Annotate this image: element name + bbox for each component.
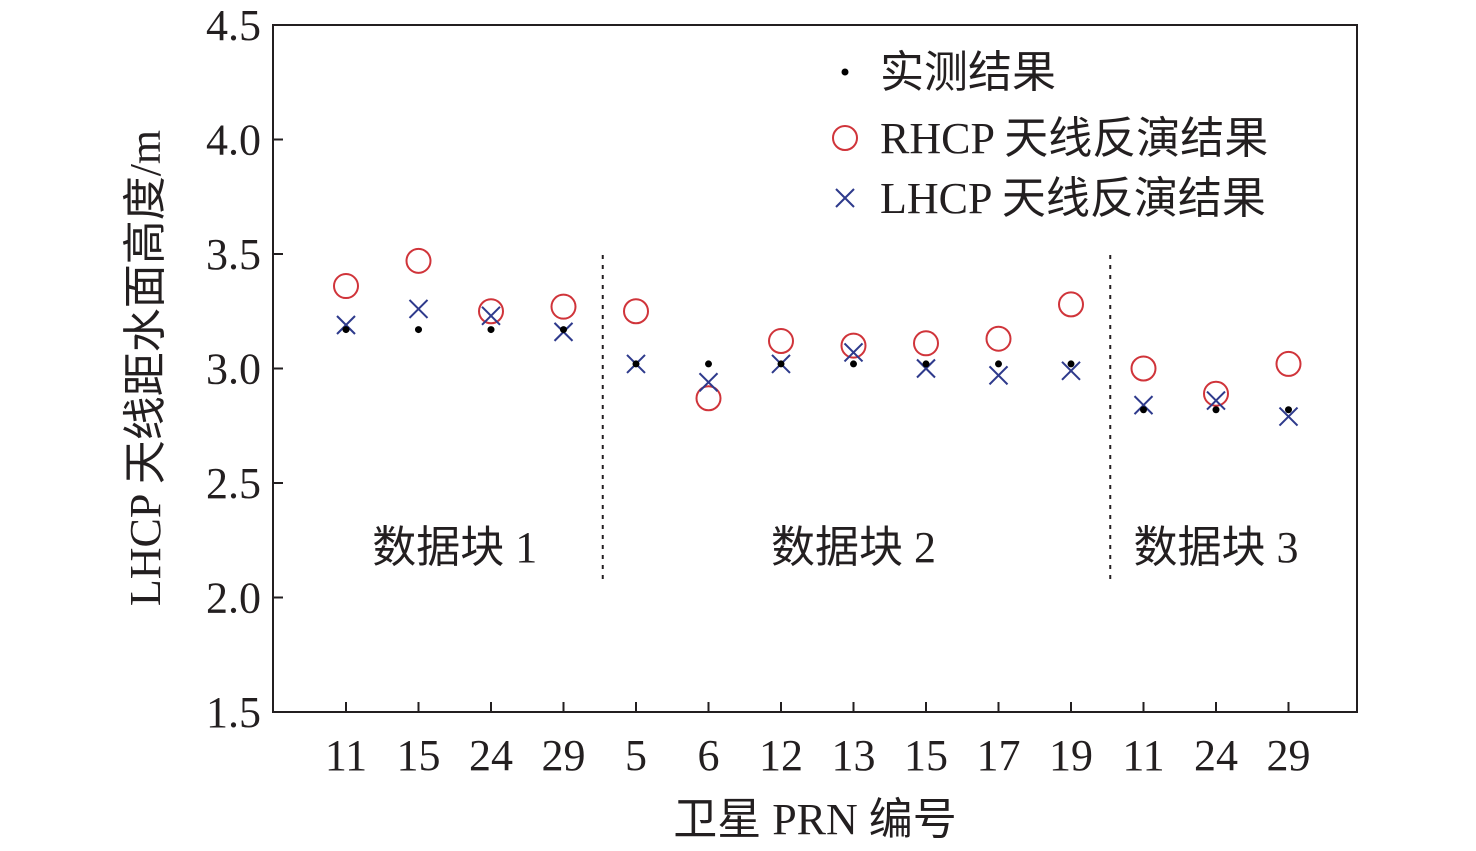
legend-label: RHCP 天线反演结果 <box>880 114 1268 163</box>
x-axis-title: 卫星 PRN 编号 <box>673 795 957 844</box>
point-x <box>916 358 936 379</box>
legend-marker-circle <box>832 125 858 151</box>
point-circle <box>1203 380 1229 407</box>
y-tick-label: 1.5 <box>206 688 261 737</box>
point-circle <box>405 247 432 274</box>
point-dot <box>632 360 640 368</box>
point-x <box>408 299 429 319</box>
point-dot <box>487 326 495 334</box>
x-tick-label: 15 <box>397 731 441 780</box>
point-dot <box>342 326 350 334</box>
x-tick-label: 5 <box>625 731 647 780</box>
point-dot <box>1285 406 1292 414</box>
point-x <box>481 306 501 326</box>
point-circle <box>695 385 722 412</box>
y-tick-label: 2.0 <box>206 574 261 623</box>
point-dot <box>777 360 785 368</box>
point-dot <box>1140 406 1147 414</box>
legend-marker-dot <box>841 68 849 76</box>
point-x <box>1061 361 1081 381</box>
x-tick-label: 6 <box>698 731 720 780</box>
x-tick-label: 13 <box>832 731 876 780</box>
point-dot <box>922 360 930 368</box>
point-dot <box>995 360 1002 368</box>
point-x <box>843 342 864 363</box>
y-tick-label: 3.5 <box>206 230 261 279</box>
point-dot <box>705 360 712 368</box>
x-tick-label: 15 <box>904 731 948 780</box>
legend-label: 实测结果 <box>880 48 1056 97</box>
point-circle <box>623 298 649 325</box>
point-circle <box>1058 291 1084 318</box>
x-tick-label: 24 <box>1194 731 1238 780</box>
point-dot <box>560 326 567 334</box>
block-label: 数据块 1 <box>372 523 537 572</box>
x-tick-label: 29 <box>542 731 586 780</box>
point-circle <box>985 325 1012 352</box>
x-tick-label: 12 <box>759 731 803 780</box>
y-tick-label: 3.0 <box>206 345 261 394</box>
point-x <box>1206 390 1226 411</box>
point-x <box>988 365 1009 386</box>
y-tick-label: 4.5 <box>206 1 261 50</box>
point-circle <box>1130 355 1157 382</box>
point-x <box>698 372 719 392</box>
legend-marker-x <box>835 188 855 208</box>
point-dot <box>850 360 857 368</box>
x-tick-label: 11 <box>325 731 367 780</box>
x-tick-label: 19 <box>1049 731 1093 780</box>
point-dot <box>1067 360 1075 368</box>
x-tick-label: 11 <box>1122 731 1164 780</box>
y-tick-label: 4.0 <box>206 116 261 165</box>
y-axis-title: LHCP 天线距水面高度/m <box>121 130 170 606</box>
point-circle <box>840 332 867 359</box>
point-x <box>1278 406 1299 427</box>
point-circle <box>550 293 577 320</box>
y-tick-label: 2.5 <box>206 459 261 508</box>
x-tick-label: 29 <box>1267 731 1311 780</box>
point-circle <box>1275 350 1302 377</box>
block-label: 数据块 2 <box>771 523 936 572</box>
x-tick-label: 17 <box>977 731 1021 780</box>
point-circle <box>913 330 939 357</box>
block-label: 数据块 3 <box>1134 523 1299 572</box>
point-dot <box>1212 406 1220 414</box>
point-x <box>1133 395 1154 415</box>
point-x <box>336 315 356 335</box>
point-circle <box>768 328 794 355</box>
legend-label: LHCP 天线反演结果 <box>880 174 1266 223</box>
point-dot <box>415 326 422 334</box>
point-circle <box>478 298 504 325</box>
x-tick-label: 24 <box>469 731 513 780</box>
point-circle <box>333 273 359 300</box>
